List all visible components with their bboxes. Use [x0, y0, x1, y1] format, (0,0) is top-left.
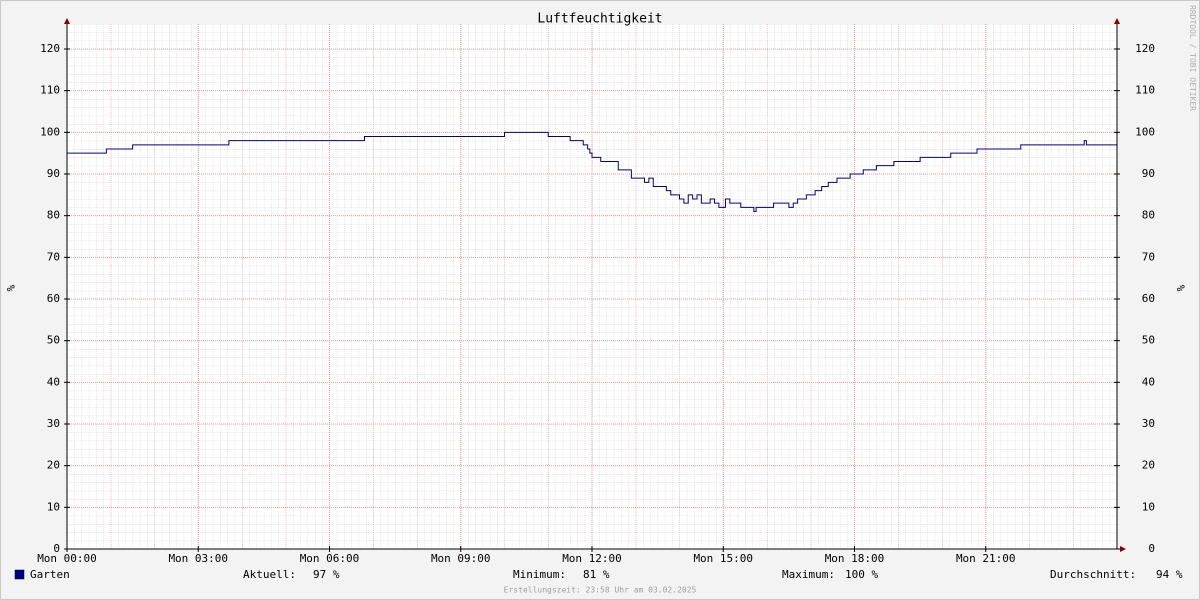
stat-label: Minimum: — [513, 568, 566, 581]
stat-value: 81 % — [583, 568, 610, 581]
y2-tick-label: 70 — [1142, 250, 1155, 263]
y2-tick-label: 50 — [1142, 334, 1155, 347]
y2-tick-label: 20 — [1142, 459, 1155, 472]
y-tick-label: 30 — [47, 417, 60, 430]
y2-tick-label: 80 — [1142, 209, 1155, 222]
legend-label: Garten — [30, 568, 70, 581]
y-tick-label: 20 — [47, 459, 60, 472]
y-tick-label: 80 — [47, 209, 60, 222]
y-tick-label: 100 — [40, 125, 60, 138]
x-tick-label: Mon 15:00 — [693, 552, 753, 565]
y-tick-label: 40 — [47, 375, 60, 388]
x-tick-label: Mon 21:00 — [956, 552, 1016, 565]
axis-arrow — [1120, 546, 1126, 552]
y-tick-label: 120 — [40, 42, 60, 55]
y2-tick-label: 110 — [1135, 84, 1155, 97]
y-axis-label: % — [4, 285, 17, 292]
stat-value: 100 % — [845, 568, 878, 581]
y-tick-label: 110 — [40, 84, 60, 97]
y-tick-label: 70 — [47, 250, 60, 263]
y2-axis-label: % — [1174, 285, 1187, 292]
y2-tick-label: 100 — [1135, 125, 1155, 138]
x-tick-label: Mon 09:00 — [431, 552, 491, 565]
stat-value: 97 % — [313, 568, 340, 581]
axis-arrow — [1114, 18, 1120, 24]
y-tick-label: 0 — [53, 542, 60, 555]
watermark: RRDTOOL / TOBI OETIKER — [1188, 5, 1197, 111]
stat-label: Durchschnitt: — [1050, 568, 1136, 581]
legend-swatch — [14, 569, 25, 580]
chart-title: Luftfeuchtigkeit — [537, 12, 662, 27]
stat-label: Maximum: — [782, 568, 835, 581]
y2-tick-label: 90 — [1142, 167, 1155, 180]
data-line — [67, 131, 1117, 212]
x-tick-label: Mon 12:00 — [562, 552, 622, 565]
y-tick-label: 60 — [47, 292, 60, 305]
marks — [67, 131, 1117, 212]
axis-arrow — [64, 18, 70, 24]
x-tick-label: Mon 03:00 — [168, 552, 228, 565]
x-tick-label: Mon 18:00 — [825, 552, 885, 565]
y-tick-label: 50 — [47, 334, 60, 347]
footer: Erstellungszeit: 23:58 Uhr am 03.02.2025 — [504, 586, 697, 595]
y2-tick-label: 10 — [1142, 500, 1155, 513]
y2-tick-label: 60 — [1142, 292, 1155, 305]
y-tick-label: 10 — [47, 500, 60, 513]
stat-label: Aktuell: — [243, 568, 296, 581]
stat-value: 94 % — [1156, 568, 1183, 581]
y2-tick-label: 120 — [1135, 42, 1155, 55]
x-tick-label: Mon 00:00 — [37, 552, 97, 565]
x-tick-label: Mon 06:00 — [300, 552, 360, 565]
y2-tick-label: 30 — [1142, 417, 1155, 430]
y2-tick-label: 40 — [1142, 375, 1155, 388]
y2-tick-label: 0 — [1148, 542, 1155, 555]
y-tick-label: 90 — [47, 167, 60, 180]
